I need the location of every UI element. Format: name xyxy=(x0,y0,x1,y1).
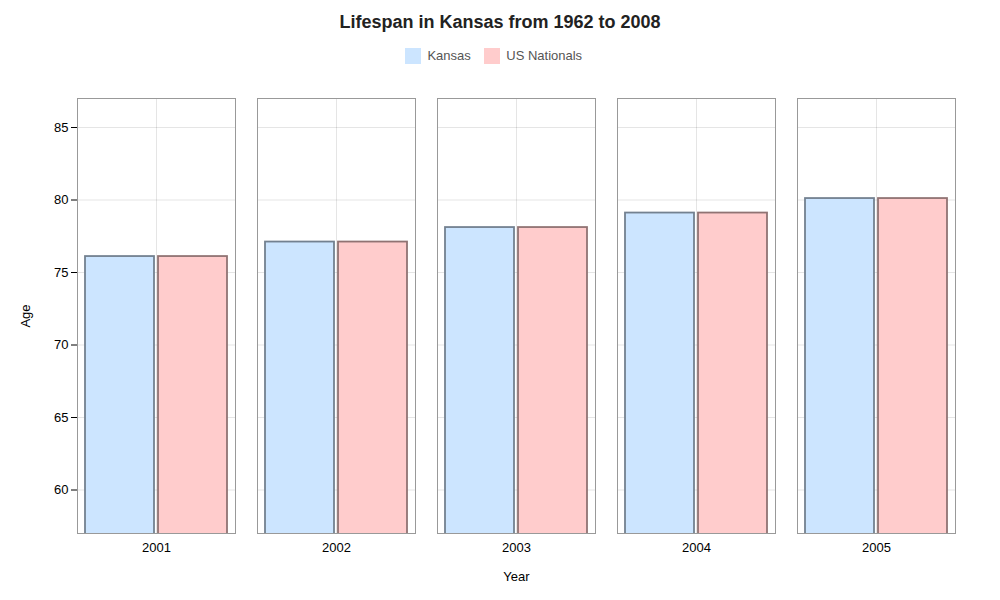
svg-text:70: 70 xyxy=(54,337,68,352)
svg-text:Year: Year xyxy=(503,568,530,583)
svg-text:2001: 2001 xyxy=(142,539,171,554)
html-text:Kansas: Kansas xyxy=(427,48,471,63)
svg-text:75: 75 xyxy=(54,264,68,279)
svg-text:80: 80 xyxy=(54,192,68,207)
svg-text:2002: 2002 xyxy=(322,539,351,554)
svg-text:60: 60 xyxy=(54,482,68,497)
svg-text:2003: 2003 xyxy=(502,539,531,554)
svg-text:2004: 2004 xyxy=(682,539,711,554)
html-text:US Nationals: US Nationals xyxy=(506,48,583,63)
svg-text:Age: Age xyxy=(18,304,33,327)
html-text:Lifespan in Kansas from 1962 t: Lifespan in Kansas from 1962 to 2008 xyxy=(339,12,661,32)
svg-text:65: 65 xyxy=(54,409,68,424)
svg-text:85: 85 xyxy=(54,119,68,134)
svg-text:2005: 2005 xyxy=(862,539,891,554)
